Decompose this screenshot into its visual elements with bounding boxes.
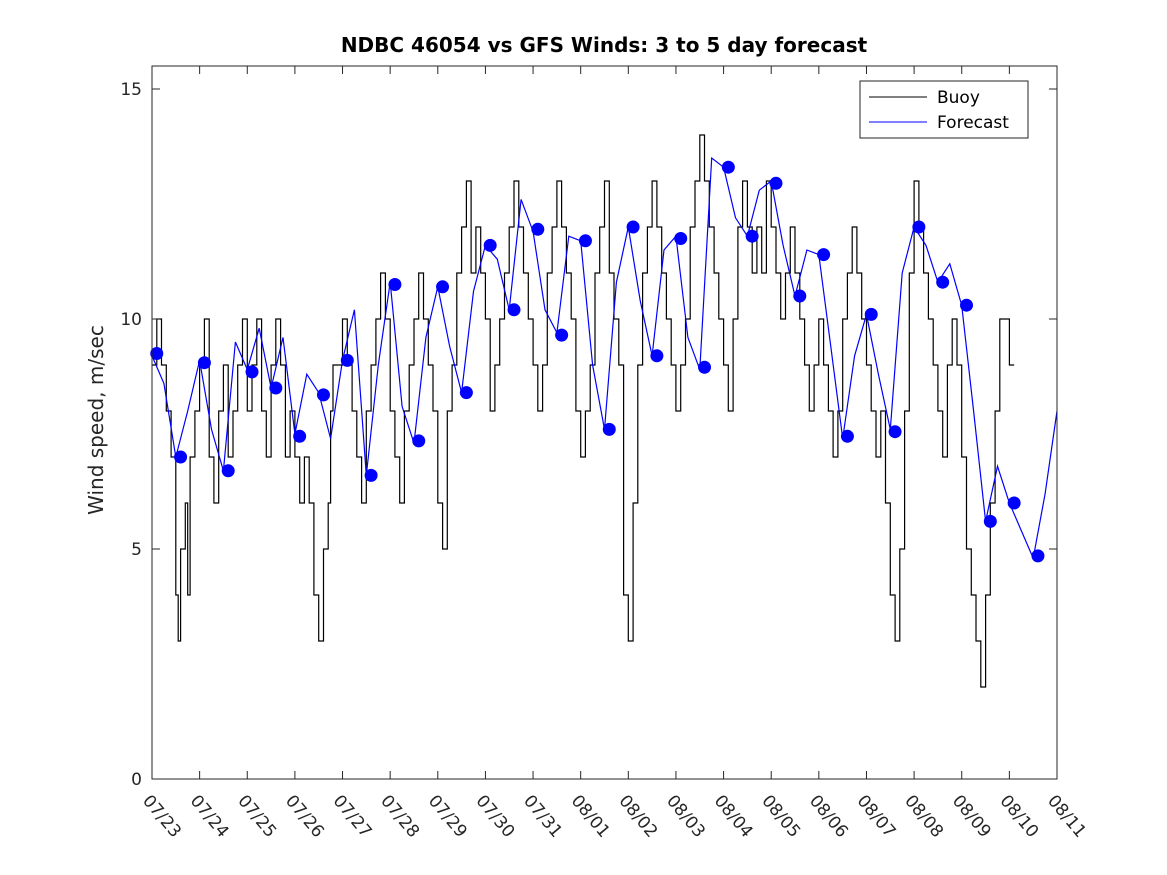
forecast-point [197, 356, 211, 370]
forecast-point [936, 275, 950, 289]
forecast-point [531, 222, 545, 236]
forecast-point [793, 289, 807, 303]
buoy-series-line [152, 134, 1015, 688]
forecast-point [221, 464, 235, 478]
forecast-point [864, 307, 878, 321]
plot-area [150, 134, 1058, 688]
y-axis-label: Wind speed, m/sec [84, 325, 108, 515]
forecast-point [960, 298, 973, 312]
forecast-point [459, 386, 473, 400]
forecast-point [269, 381, 283, 395]
forecast-point [1007, 496, 1021, 510]
forecast-point [555, 328, 569, 342]
forecast-point [150, 347, 164, 360]
forecast-point [888, 425, 902, 439]
y-tick-label: 15 [120, 80, 142, 100]
forecast-point [817, 248, 831, 262]
forecast-point [602, 422, 616, 436]
legend-box [859, 80, 1029, 139]
forecast-point [650, 349, 664, 363]
y-tick-label: 0 [131, 770, 142, 790]
forecast-point [840, 429, 854, 443]
y-tick-label: 10 [120, 310, 142, 330]
forecast-point [293, 429, 307, 443]
axes-box [151, 65, 1058, 780]
forecast-point [412, 434, 426, 448]
forecast-point [698, 360, 712, 374]
forecast-point [983, 514, 997, 528]
forecast-point [483, 238, 497, 252]
forecast-point [364, 468, 378, 482]
forecast-point [340, 353, 354, 367]
forecast-point [912, 220, 926, 234]
forecast-point [507, 303, 521, 317]
forecast-point [436, 280, 450, 294]
legend-forecast-label: Forecast [937, 113, 1009, 133]
forecast-point [674, 232, 688, 245]
chart-title: NDBC 46054 vs GFS Winds: 3 to 5 day fore… [341, 33, 868, 57]
forecast-point [388, 278, 402, 291]
forecast-point [769, 176, 783, 190]
y-tick-label: 5 [131, 540, 142, 560]
legend: Buoy Forecast [859, 80, 1029, 139]
forecast-point [578, 234, 592, 248]
forecast-point [745, 229, 759, 243]
forecast-point [316, 388, 330, 402]
forecast-point [245, 365, 259, 379]
forecast-point [721, 160, 735, 174]
forecast-point [174, 450, 188, 464]
legend-buoy-label: Buoy [937, 88, 980, 108]
forecast-point [626, 220, 640, 234]
forecast-point [1031, 549, 1045, 563]
